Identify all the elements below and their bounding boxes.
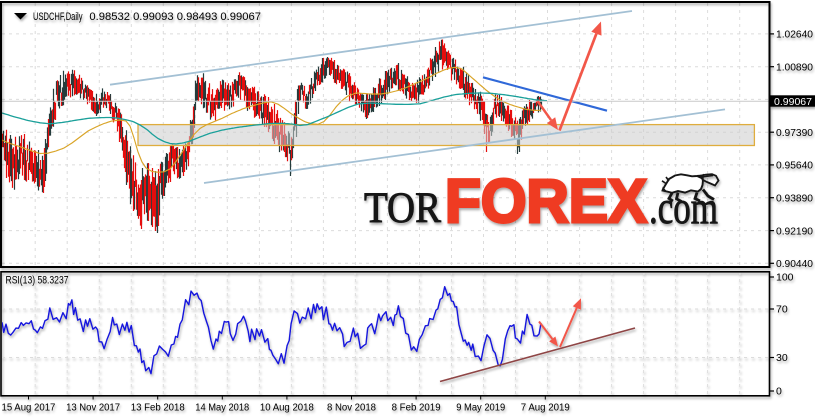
svg-text:0.93890: 0.93890	[776, 192, 813, 204]
svg-text:RSI(13) 58.3237: RSI(13) 58.3237	[6, 275, 69, 287]
svg-text:7 Aug 2019: 7 Aug 2019	[521, 403, 570, 414]
svg-text:15 Aug 2017: 15 Aug 2017	[2, 403, 56, 414]
svg-text:0.97390: 0.97390	[776, 127, 813, 139]
svg-text:0.99067: 0.99067	[774, 96, 812, 108]
svg-text:13 Nov 2017: 13 Nov 2017	[66, 403, 120, 414]
svg-text:FOREX: FOREX	[445, 167, 647, 235]
svg-text:100: 100	[776, 272, 794, 284]
svg-text:1.00890: 1.00890	[776, 61, 813, 73]
svg-text:0.98532 0.99093 0.98493 0.9906: 0.98532 0.99093 0.98493 0.99067	[89, 11, 261, 23]
svg-text:0: 0	[776, 386, 782, 398]
svg-text:1.02640: 1.02640	[776, 29, 813, 41]
svg-text:0.90440: 0.90440	[776, 258, 813, 270]
svg-text:9 May 2019: 9 May 2019	[456, 403, 505, 414]
svg-text:70: 70	[776, 304, 788, 316]
svg-text:8 Nov 2018: 8 Nov 2018	[327, 403, 376, 414]
svg-text:TOR: TOR	[364, 185, 441, 232]
svg-text:14 May 2018: 14 May 2018	[195, 403, 249, 414]
svg-text:13 Feb 2018: 13 Feb 2018	[131, 403, 185, 414]
svg-text:0.95640: 0.95640	[776, 160, 813, 172]
svg-text:10 Aug 2018: 10 Aug 2018	[260, 403, 314, 414]
svg-text:USDCHF,Daily: USDCHF,Daily	[33, 11, 83, 23]
svg-text:8 Feb 2019: 8 Feb 2019	[392, 403, 441, 414]
svg-text:.com: .com	[649, 182, 718, 234]
svg-text:30: 30	[776, 352, 788, 364]
svg-text:0.92190: 0.92190	[776, 225, 813, 237]
